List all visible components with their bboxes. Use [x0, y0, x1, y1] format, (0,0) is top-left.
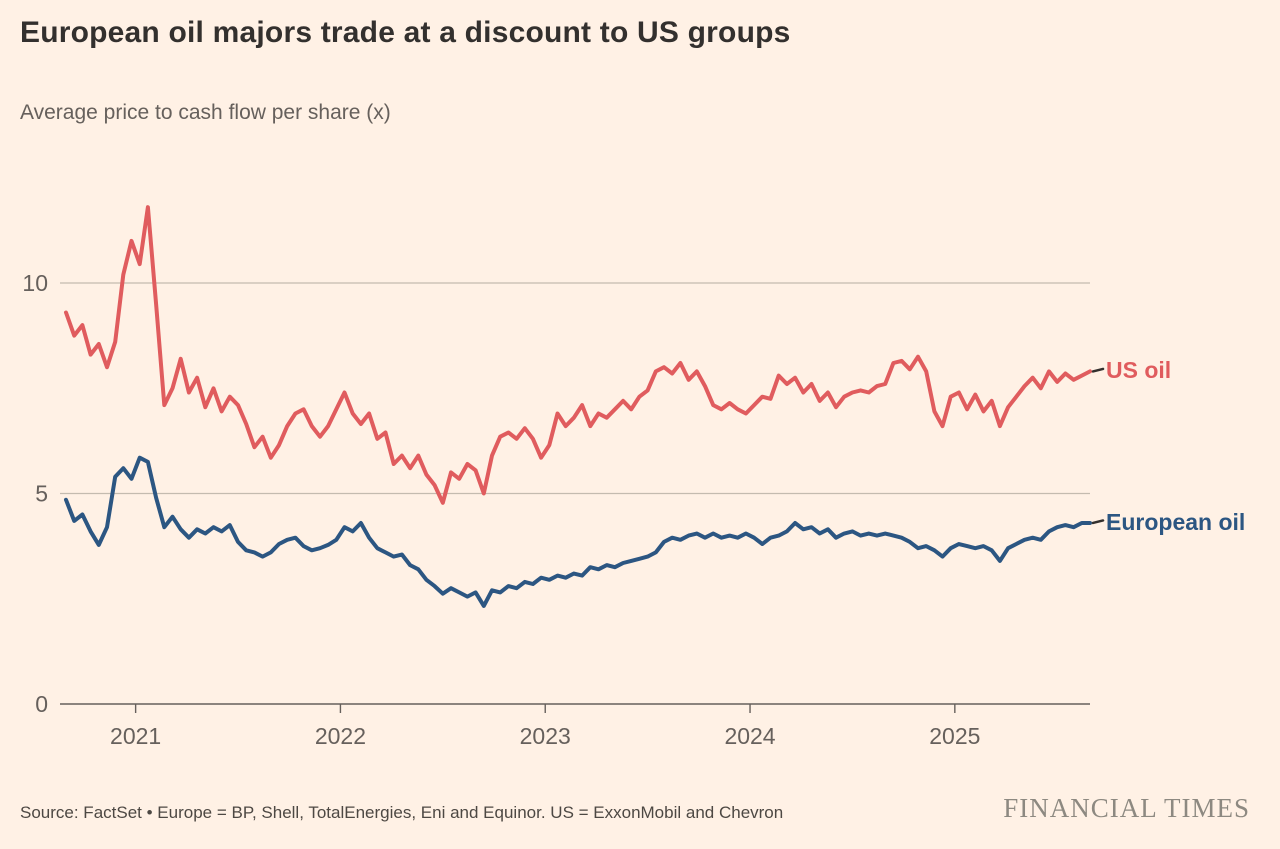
y-axis-label-10: 10 [22, 270, 48, 296]
x-axis-label-2025: 2025 [929, 723, 980, 749]
european-oil-label-tick [1091, 519, 1105, 525]
axis-layer: 0 5 10 2021 2022 2023 2024 2025 [22, 270, 1090, 749]
ft-logo: FINANCIAL TIMES [1003, 793, 1250, 823]
us-oil-line [64, 205, 1092, 505]
source-note: Source: FactSet • Europe = BP, Shell, To… [20, 803, 784, 822]
x-axis-label-2022: 2022 [315, 723, 366, 749]
chart-title: European oil majors trade at a discount … [20, 16, 791, 49]
series-label-european-oil: European oil [1106, 508, 1246, 535]
y-axis-label-5: 5 [35, 481, 48, 507]
x-axis-label-2024: 2024 [724, 723, 775, 749]
series-layer [64, 205, 1092, 608]
series-label-us-oil: US oil [1106, 357, 1172, 384]
us-oil-label-tick [1091, 367, 1105, 373]
chart-subtitle: Average price to cash flow per share (x) [20, 101, 391, 124]
y-axis-label-0: 0 [35, 691, 48, 717]
x-axis-label-2021: 2021 [110, 723, 161, 749]
label-tick-layer [1091, 367, 1105, 525]
x-axis-label-2023: 2023 [520, 723, 571, 749]
european-oil-line [64, 455, 1092, 608]
grid-layer [60, 282, 1090, 495]
